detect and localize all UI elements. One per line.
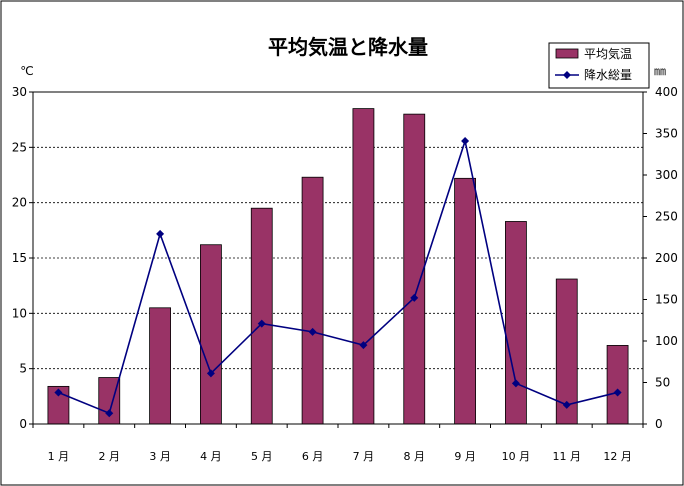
x-axis-tick-label: 10 月	[502, 450, 531, 463]
x-axis-tick-label: 11 月	[553, 450, 582, 463]
right-axis-tick-label: 100	[655, 334, 678, 348]
line-point	[54, 388, 63, 397]
right-axis-unit: ㎜	[654, 64, 666, 78]
legend-line-label: 降水総量	[584, 68, 632, 82]
x-axis-tick-label: 4 月	[200, 450, 222, 463]
left-axis-tick-label: 30	[12, 85, 27, 99]
bar	[301, 176, 324, 425]
x-axis-tick-label: 3 月	[149, 450, 171, 463]
bar	[505, 221, 527, 425]
bar	[403, 113, 426, 425]
x-axis-tick-label: 9 月	[454, 450, 476, 463]
right-axis-tick-label: 250	[655, 210, 678, 224]
x-axis-tick-label: 6 月	[302, 450, 324, 463]
gridlines	[33, 146, 643, 370]
line-point	[257, 319, 266, 328]
chart-title: 平均気温と降水量	[268, 35, 428, 59]
right-axis-tick-label: 400	[655, 85, 678, 99]
legend-bar-swatch	[555, 48, 579, 59]
legend: 平均気温 降水総量	[548, 42, 650, 89]
x-axis-tick-label: 5 月	[251, 450, 273, 463]
line-point	[613, 388, 622, 397]
x-axis-tick-label: 1 月	[48, 450, 70, 463]
x-axis-tick-label: 2 月	[99, 450, 121, 463]
line-point	[562, 400, 571, 409]
bar	[454, 177, 476, 425]
line-point	[359, 341, 368, 350]
right-axis-tick-label: 200	[655, 251, 678, 265]
left-axis-unit: ℃	[20, 64, 33, 78]
bar-series	[47, 108, 629, 425]
bar	[149, 307, 171, 425]
legend-bar-label: 平均気温	[584, 46, 632, 61]
left-axis-tick-label: 25	[12, 140, 27, 154]
left-axis-tick-label: 5	[19, 362, 27, 376]
right-axis-tick-label: 300	[655, 168, 678, 182]
left-axis-tick-label: 15	[12, 251, 27, 265]
right-axis-tick-label: 0	[655, 417, 663, 431]
bar	[250, 207, 273, 425]
legend-line-marker	[563, 71, 571, 79]
line-point	[308, 327, 317, 336]
bar	[352, 108, 375, 425]
line-point	[156, 229, 165, 238]
left-axis-tick-label: 10	[12, 306, 27, 320]
left-axis-tick-label: 20	[12, 196, 27, 210]
x-axis-tick-label: 8 月	[404, 450, 426, 463]
right-axis-tick-label: 50	[655, 376, 670, 390]
right-axis-tick-label: 350	[655, 127, 678, 141]
x-axis-tick-label: 7 月	[353, 450, 375, 463]
line-series	[54, 136, 622, 418]
line-point	[461, 136, 470, 145]
left-axis-tick-label: 0	[19, 417, 27, 431]
line-point	[206, 369, 215, 378]
series-line	[58, 137, 618, 415]
line-point	[410, 293, 419, 302]
line-point	[511, 379, 520, 388]
bar	[200, 244, 222, 425]
x-axis-tick-label: 12 月	[603, 450, 632, 463]
right-axis-tick-label: 150	[655, 293, 678, 307]
line-point	[105, 409, 114, 418]
bar	[606, 345, 629, 425]
